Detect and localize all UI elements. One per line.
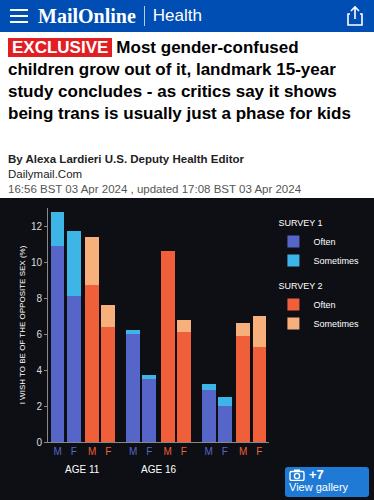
svg-text:12: 12 xyxy=(31,221,43,232)
html-text:MailOnline: MailOnline xyxy=(38,4,136,27)
html-text:Most gender-confused children: Most gender-confused children grow out o… xyxy=(8,38,351,123)
svg-text:F: F xyxy=(105,446,111,457)
html-text:View gallery: View gallery xyxy=(289,481,349,494)
svg-text:0: 0 xyxy=(36,437,42,448)
svg-text:F: F xyxy=(146,446,152,457)
svg-text:M: M xyxy=(205,446,213,457)
svg-text:F: F xyxy=(71,446,77,457)
svg-text:M: M xyxy=(239,446,247,457)
html-text:By Alexa Lardieri U.S. Deputy: By Alexa Lardieri U.S. Deputy Health Edi… xyxy=(8,153,244,165)
svg-text:10: 10 xyxy=(31,257,43,268)
svg-text:Sometimes: Sometimes xyxy=(313,256,359,266)
svg-text:M: M xyxy=(164,446,172,457)
svg-text:M: M xyxy=(129,446,137,457)
html-text:Health: Health xyxy=(152,6,202,25)
html-text:+7: +7 xyxy=(309,467,324,483)
svg-text:M: M xyxy=(88,446,96,457)
svg-text:F: F xyxy=(256,446,262,457)
svg-text:SURVEY 2: SURVEY 2 xyxy=(278,281,322,291)
svg-text:SURVEY 1: SURVEY 1 xyxy=(278,218,322,228)
svg-text:M: M xyxy=(53,446,61,457)
html-text:Dailymail.Com: Dailymail.Com xyxy=(8,168,83,180)
svg-text:Often: Often xyxy=(313,237,335,247)
svg-text:I WISH TO BE OF THE OPPOSITE S: I WISH TO BE OF THE OPPOSITE SEX (%) xyxy=(18,245,27,404)
svg-text:8: 8 xyxy=(36,293,42,304)
svg-text:4: 4 xyxy=(36,365,42,376)
svg-text:Often: Often xyxy=(313,300,335,310)
svg-text:F: F xyxy=(222,446,228,457)
svg-text:F: F xyxy=(181,446,187,457)
svg-text:6: 6 xyxy=(36,329,42,340)
html-text:16:56 BST 03 Apr 2024 , update: 16:56 BST 03 Apr 2024 , updated 17:08 BS… xyxy=(8,183,302,195)
svg-text:2: 2 xyxy=(36,401,42,412)
svg-text:AGE 11: AGE 11 xyxy=(65,464,100,475)
svg-text:AGE 16: AGE 16 xyxy=(141,464,176,475)
svg-text:Sometimes: Sometimes xyxy=(313,319,359,329)
html-text:EXCLUSIVE: EXCLUSIVE xyxy=(12,38,109,57)
